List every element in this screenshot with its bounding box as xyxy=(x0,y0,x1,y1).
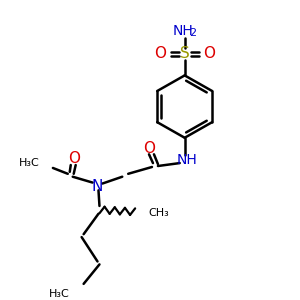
Text: H₃C: H₃C xyxy=(19,158,40,168)
Text: NH: NH xyxy=(172,24,193,38)
Text: N: N xyxy=(92,179,103,194)
Text: H₃C: H₃C xyxy=(49,289,70,298)
Text: S: S xyxy=(180,46,190,62)
Text: NH: NH xyxy=(176,153,197,167)
Text: O: O xyxy=(203,46,215,62)
Text: 2: 2 xyxy=(189,28,196,38)
Text: CH₃: CH₃ xyxy=(148,208,169,218)
Text: O: O xyxy=(68,151,80,166)
Text: O: O xyxy=(154,46,166,62)
Text: O: O xyxy=(143,141,155,156)
